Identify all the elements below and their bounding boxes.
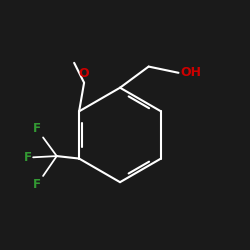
Text: F: F xyxy=(33,178,41,191)
Text: F: F xyxy=(24,151,32,164)
Text: OH: OH xyxy=(180,66,201,79)
Text: F: F xyxy=(33,122,41,136)
Text: O: O xyxy=(79,67,90,80)
